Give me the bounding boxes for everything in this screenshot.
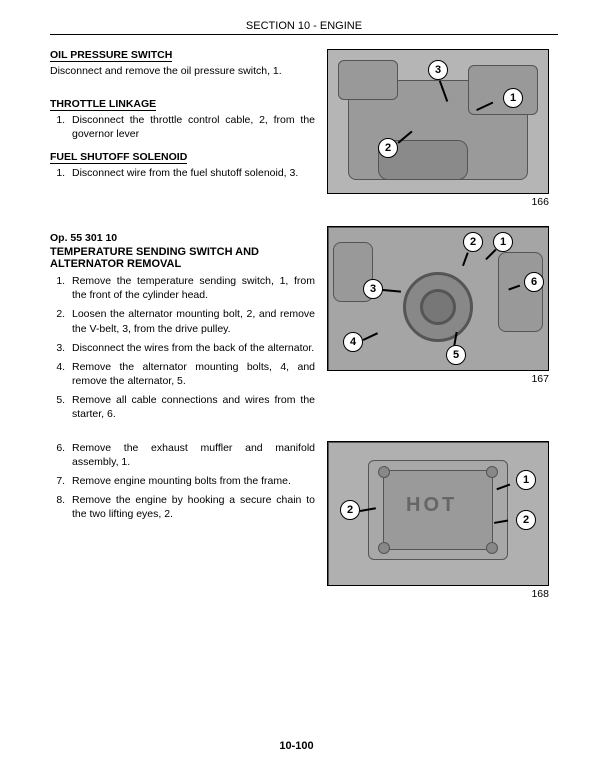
cont-step-7: Remove engine mounting bolts from the fr… [68, 474, 315, 488]
fig168-callout-1: 1 [516, 470, 536, 490]
figure-167-col: 1 2 3 4 5 6 167 [327, 226, 549, 427]
fig167-callout-6: 6 [524, 272, 544, 292]
fuel-shutoff-step-1: Disconnect wire from the fuel shutoff so… [68, 166, 315, 180]
cont-step-8: Remove the engine by hooking a secure ch… [68, 493, 315, 521]
block-3-text: Remove the exhaust muffler and manifold … [50, 441, 315, 600]
fig166-callout-1: 1 [503, 88, 523, 108]
fig168-callout-2b: 2 [516, 510, 536, 530]
fig167-callout-5: 5 [446, 345, 466, 365]
cont-step-6: Remove the exhaust muffler and manifold … [68, 441, 315, 469]
fuel-shutoff-steps: Disconnect wire from the fuel shutoff so… [50, 166, 315, 180]
oil-pressure-text: Disconnect and remove the oil pressure s… [50, 64, 315, 78]
throttle-step-1: Disconnect the throttle control cable, 2… [68, 113, 315, 141]
temp-step-4: Remove the alternator mounting bolts, 4,… [68, 360, 315, 388]
fig166-callout-2: 2 [378, 138, 398, 158]
fig167-callout-2: 2 [463, 232, 483, 252]
fig166-callout-3: 3 [428, 60, 448, 80]
temp-sending-steps: Remove the temperature sending switch, 1… [50, 274, 315, 422]
figure-167: 1 2 3 4 5 6 [327, 226, 549, 371]
block-1-text: OIL PRESSURE SWITCH Disconnect and remov… [50, 49, 315, 208]
fig167-callout-3: 3 [363, 279, 383, 299]
throttle-steps: Disconnect the throttle control cable, 2… [50, 113, 315, 141]
temp-step-2: Loosen the alternator mounting bolt, 2, … [68, 307, 315, 335]
temp-step-1: Remove the temperature sending switch, 1… [68, 274, 315, 302]
figure-168-col: HOT 1 2 2 168 [327, 441, 549, 600]
figure-166-col: 3 1 2 166 [327, 49, 549, 208]
oil-pressure-title: OIL PRESSURE SWITCH [50, 49, 172, 62]
hot-label: HOT [406, 494, 457, 517]
figure-166-caption: 166 [327, 196, 549, 208]
temp-step-3: Disconnect the wires from the back of th… [68, 341, 315, 355]
temp-step-5: Remove all cable connections and wires f… [68, 393, 315, 421]
fuel-shutoff-title: FUEL SHUTOFF SOLENOID [50, 151, 187, 164]
section-header: SECTION 10 - ENGINE [50, 20, 558, 35]
op-code: Op. 55 301 10 [50, 232, 315, 244]
block-3: Remove the exhaust muffler and manifold … [50, 441, 558, 600]
throttle-title: THROTTLE LINKAGE [50, 98, 156, 111]
figure-168: HOT 1 2 2 [327, 441, 549, 586]
figure-167-caption: 167 [327, 373, 549, 385]
continued-steps: Remove the exhaust muffler and manifold … [50, 441, 315, 522]
fig168-callout-2a: 2 [340, 500, 360, 520]
temp-sending-title: TEMPERATURE SENDING SWITCH AND ALTERNATO… [50, 246, 315, 270]
block-1: OIL PRESSURE SWITCH Disconnect and remov… [50, 49, 558, 208]
figure-166: 3 1 2 [327, 49, 549, 194]
block-2-text: Op. 55 301 10 TEMPERATURE SENDING SWITCH… [50, 226, 315, 427]
block-2: Op. 55 301 10 TEMPERATURE SENDING SWITCH… [50, 226, 558, 427]
fig167-callout-4: 4 [343, 332, 363, 352]
page-number: 10-100 [0, 740, 593, 752]
figure-168-caption: 168 [327, 588, 549, 600]
